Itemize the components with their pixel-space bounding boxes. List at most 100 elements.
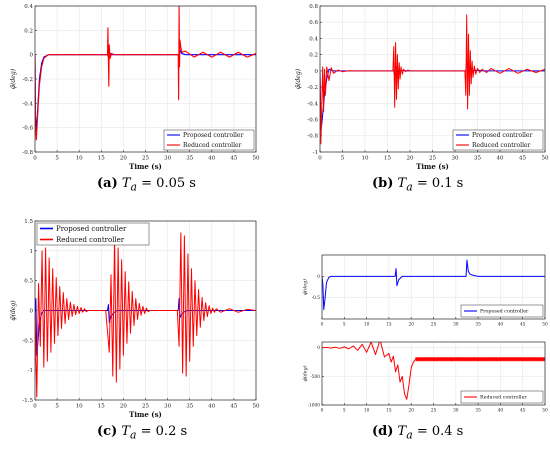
y-axis-label: φ̃(deg) xyxy=(295,68,302,89)
x-tick-label: 40 xyxy=(208,156,215,162)
legend-box xyxy=(163,129,255,151)
y-tick-label: 0.4 xyxy=(24,4,33,10)
y-tick-label: -0.8 xyxy=(307,134,318,140)
y-tick-label: -1 xyxy=(313,150,318,156)
x-tick-label: 35 xyxy=(186,156,193,162)
legend-label: Proposed controller xyxy=(56,225,127,233)
x-axis-label: Time (s) xyxy=(129,410,162,419)
legend-label: Proposed controller xyxy=(472,132,532,139)
legend: Reduced controller xyxy=(460,390,544,404)
y-tick-label: 0.6 xyxy=(309,20,318,26)
y-tick-label: 0 xyxy=(30,308,34,314)
x-tick-label: 25 xyxy=(142,156,149,162)
x-tick-label: 50 xyxy=(542,408,548,413)
legend-box xyxy=(36,222,150,246)
legend-label: Reduced controller xyxy=(183,142,242,149)
x-tick-label: 10 xyxy=(364,408,370,413)
x-tick-label: 50 xyxy=(253,404,260,410)
x-tick-label: 40 xyxy=(498,408,504,413)
x-tick-label: 0 xyxy=(321,322,324,327)
chart-panel-d-bottom: 0 5 10 15 20 25 30 35 40 45 50 -1000 -500 0 φ̃(deg) Red… xyxy=(302,341,548,413)
plot-frame xyxy=(321,341,546,406)
x-tick-label: 15 xyxy=(386,322,392,327)
plot-frame xyxy=(321,254,546,320)
legend: Proposed controller xyxy=(460,304,544,318)
x-tick-label: 45 xyxy=(520,322,526,327)
y-tick-label: 1 xyxy=(30,249,34,255)
x-tick-label: 20 xyxy=(408,322,414,327)
x-tick-label: 30 xyxy=(164,404,171,410)
legend: Proposed controller Reduced controller xyxy=(36,222,150,246)
x-tick-label: 5 xyxy=(343,408,346,413)
y-tick-label: 0 xyxy=(317,275,320,280)
y-tick-label: 0.4 xyxy=(309,36,318,42)
x-tick-label: 20 xyxy=(120,156,127,162)
y-tick-label: 0 xyxy=(317,346,320,351)
legend-label: Proposed controller xyxy=(183,132,243,139)
x-tick-label: 25 xyxy=(429,156,436,162)
x-tick-label: 20 xyxy=(407,156,414,162)
x-axis-label: Time (s) xyxy=(129,162,162,171)
x-tick-label: 40 xyxy=(208,404,215,410)
y-tick-label: -0.5 xyxy=(312,296,321,301)
y-axis-label: φ̃(deg) xyxy=(302,279,309,295)
plot-frame xyxy=(34,5,257,153)
x-tick-label: 30 xyxy=(453,408,459,413)
y-tick-label: -1000 xyxy=(308,404,321,409)
y-tick-label: -0.5 xyxy=(22,338,33,344)
x-tick-label: 10 xyxy=(364,322,370,327)
caption-a: (a) Ta = 0.05 s xyxy=(97,176,196,194)
legend-label: Proposed controller xyxy=(480,309,529,315)
caption-d: (d) Ta = 0.4 s xyxy=(372,424,464,442)
legend-box xyxy=(460,304,544,318)
x-tick-label: 10 xyxy=(362,156,369,162)
x-tick-label: 5 xyxy=(343,322,346,327)
x-tick-label: 30 xyxy=(453,322,459,327)
y-tick-label: -0.2 xyxy=(307,85,318,91)
series-line-proposed xyxy=(322,259,545,311)
x-tick-label: 15 xyxy=(98,404,105,410)
chart-panel-b: 0 5 10 15 20 25 30 35 40 45 50 -1 -0.8 -0.6 -0.4 -0.2 0 0… xyxy=(295,4,549,171)
x-tick-label: 35 xyxy=(186,404,193,410)
x-tick-label: 0 xyxy=(33,156,37,162)
x-tick-label: 50 xyxy=(253,156,260,162)
x-tick-label: 5 xyxy=(55,156,59,162)
x-tick-label: 45 xyxy=(230,404,237,410)
y-axis-label: φ̃(deg) xyxy=(10,300,17,321)
x-tick-label: 0 xyxy=(318,156,322,162)
legend-box xyxy=(460,390,544,404)
series-band-reduced xyxy=(415,357,545,362)
series-line-reduced xyxy=(322,342,545,400)
x-tick-label: 50 xyxy=(542,322,548,327)
legend-label: Reduced controller xyxy=(56,236,125,244)
x-tick-label: 5 xyxy=(55,404,59,410)
chart-panel-c: 0 5 10 15 20 25 30 35 40 45 50 -1.5 -1 -0.5 0 0.5 1 1.5 Ti… xyxy=(10,219,260,419)
y-tick-label: -1 xyxy=(28,368,33,374)
x-tick-label: 45 xyxy=(519,156,526,162)
y-tick-label: -0.4 xyxy=(22,101,33,107)
x-tick-label: 25 xyxy=(431,408,437,413)
legend-label: Reduced controller xyxy=(472,142,531,149)
x-tick-label: 5 xyxy=(341,156,345,162)
x-tick-label: 50 xyxy=(542,156,549,162)
y-tick-label: 0.2 xyxy=(24,28,33,34)
plot-frame xyxy=(34,220,257,401)
y-tick-label: 0.8 xyxy=(309,4,318,10)
legend: Proposed controller Reduced controller xyxy=(163,129,255,151)
x-tick-label: 25 xyxy=(431,322,437,327)
y-tick-label: -0.4 xyxy=(307,101,318,107)
legend-label: Reduced controller xyxy=(480,395,527,401)
x-tick-label: 15 xyxy=(384,156,391,162)
plot-frame xyxy=(319,5,546,153)
y-axis-label: φ̃(deg) xyxy=(302,365,309,381)
y-tick-label: -500 xyxy=(310,375,320,380)
y-tick-label: -0.8 xyxy=(22,150,33,156)
x-tick-label: 25 xyxy=(142,404,149,410)
legend-box xyxy=(452,129,544,151)
x-tick-label: 40 xyxy=(497,156,504,162)
x-tick-label: 35 xyxy=(475,408,481,413)
x-axis-label: Time (s) xyxy=(416,162,449,171)
chart-panel-a: 0 5 10 15 20 25 30 35 40 45 50 -0.8 -0.6 -0.4 -0.2 0 0.2… xyxy=(10,4,260,171)
x-tick-label: 40 xyxy=(498,322,504,327)
